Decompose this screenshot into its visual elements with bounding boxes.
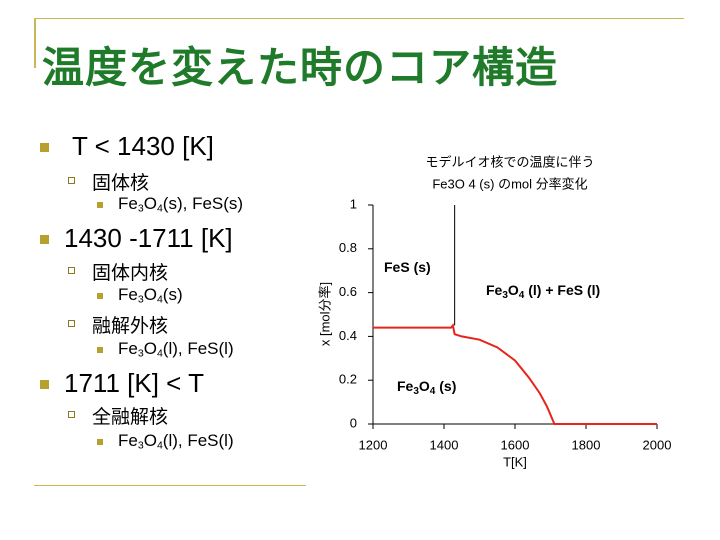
text-part: O [419, 378, 430, 394]
text-part: 3 [137, 294, 144, 307]
text-part: 固体核 [92, 173, 150, 195]
bullet-text: 1430 -1711 [K] [64, 223, 233, 254]
decor-line [34, 485, 306, 486]
chart-title: モデルイオ核での温度に伴う [425, 154, 594, 169]
bullet-text: Fe3O4(s) [118, 285, 183, 306]
y-tick-label: 0.8 [339, 240, 357, 255]
text-part: 固体内核 [92, 263, 169, 285]
text-part: 4 [156, 348, 163, 361]
x-tick-label: 1200 [359, 437, 388, 452]
bullet-marker [40, 142, 49, 152]
text-part: (s) [435, 378, 456, 394]
bullet-text: 固体内核 [92, 258, 168, 285]
bullet-marker [68, 410, 75, 418]
text-part: Fe [118, 339, 138, 359]
text-part: 3 [137, 203, 144, 216]
bullet-marker [68, 176, 75, 184]
slide-title: 温度を変えた時のコア構造 [42, 43, 559, 92]
bullet-text: Fe3O4(s), FeS(s) [118, 194, 243, 215]
text-part: 3 [137, 348, 144, 361]
bullet-marker [97, 347, 103, 353]
text-part: (s), FeS(s) [162, 194, 244, 214]
bullet-text: T < 1430 [K] [72, 131, 214, 162]
y-axis-label: x [mol分率] [317, 282, 332, 346]
text-part: 1430 -1711 [K] [64, 222, 233, 253]
bullet-marker [40, 379, 49, 389]
text-part: (l), FeS(l) [162, 431, 234, 451]
decor-line [34, 18, 684, 19]
text-part: Fe [397, 378, 414, 394]
text-part: Fe [118, 285, 138, 305]
bullet-marker [68, 266, 75, 274]
x-axis-label: T[K] [503, 454, 527, 469]
text-part: 4 [156, 440, 163, 453]
bullet-marker [97, 202, 103, 208]
text-part: 4 [430, 386, 436, 397]
text-part: 3 [413, 386, 419, 397]
text-part: O [143, 285, 157, 305]
annotation: Fe3O4 (l) + FeS (l) [486, 282, 600, 301]
text-part: 1711 [K] < T [64, 367, 204, 398]
text-part: Fe [118, 431, 138, 451]
bullet-marker [40, 234, 49, 244]
data-line [373, 323, 657, 425]
text-part: 融解外核 [92, 316, 169, 338]
text-part: O [143, 194, 157, 214]
annotation: Fe3O4 (s) [397, 378, 456, 397]
text-part: (s) [162, 285, 183, 305]
text-part: O [143, 431, 157, 451]
text-part: Fe [118, 194, 138, 214]
decor-line [34, 18, 36, 68]
chart-title: Fe3O 4 (s) のmol 分率変化 [432, 176, 587, 191]
bullet-text: 全融解核 [92, 402, 168, 429]
bullet-marker [97, 439, 103, 445]
bullet-marker [97, 293, 103, 299]
text-part: (l), FeS(l) [162, 339, 234, 359]
y-tick-label: 0 [350, 415, 357, 430]
text-part: 3 [137, 440, 144, 453]
bullet-text: Fe3O4(l), FeS(l) [118, 339, 234, 360]
bullet-marker [68, 319, 75, 327]
text-part: O [508, 282, 519, 298]
y-tick-label: 0.4 [339, 328, 357, 343]
text-part: 全融解核 [92, 407, 169, 429]
text-part: 4 [519, 290, 525, 301]
x-tick-label: 1400 [430, 437, 459, 452]
text-part: 3 [502, 290, 508, 301]
x-tick-label: 2000 [643, 437, 672, 452]
bullet-text: 融解外核 [92, 311, 168, 338]
text-part: Fe [486, 282, 503, 298]
bullet-text: Fe3O4(l), FeS(l) [118, 431, 234, 452]
y-tick-label: 1 [350, 196, 357, 211]
y-tick-label: 0.6 [339, 284, 357, 299]
text-part: O [143, 339, 157, 359]
bullet-text: 1711 [K] < T [64, 368, 204, 399]
text-part: 4 [156, 203, 163, 216]
annotation: FeS (s) [384, 259, 431, 275]
text-part: FeS (s) [384, 259, 431, 275]
text-part: (l) + FeS (l) [524, 282, 600, 298]
text-part: 4 [156, 294, 163, 307]
x-tick-label: 1800 [572, 437, 601, 452]
bullet-text: 固体核 [92, 168, 149, 195]
y-tick-label: 0.2 [339, 372, 357, 387]
x-tick-label: 1600 [501, 437, 530, 452]
text-part: T < 1430 [K] [72, 130, 214, 161]
